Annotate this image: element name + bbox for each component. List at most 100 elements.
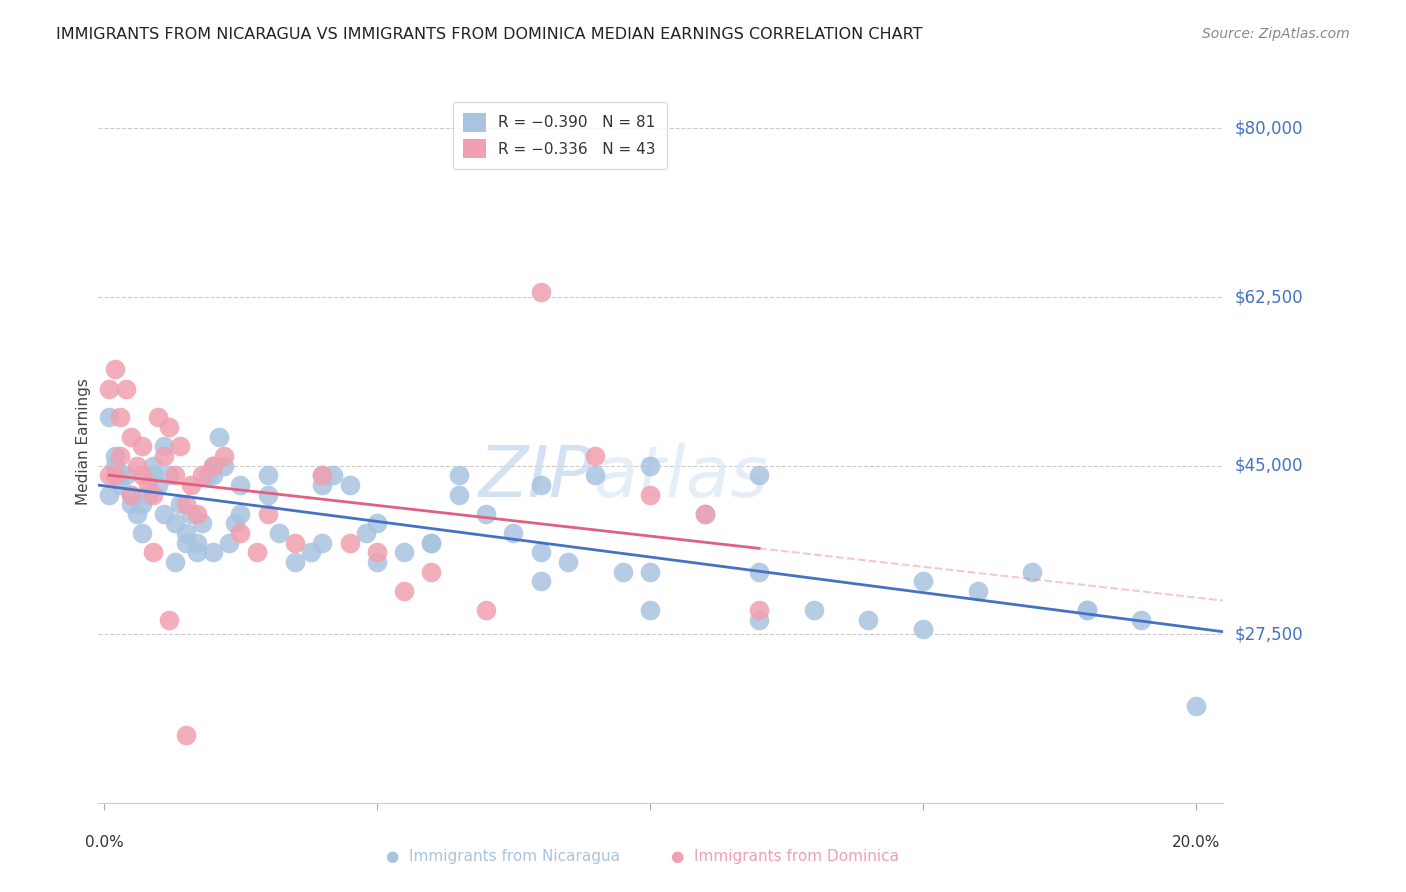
Text: ZIP: ZIP <box>479 443 593 512</box>
Point <box>153 439 176 453</box>
Point <box>638 487 661 501</box>
Point <box>104 468 127 483</box>
Point <box>354 526 377 541</box>
Point <box>197 468 219 483</box>
Point <box>114 468 136 483</box>
Point <box>557 555 579 569</box>
Point <box>256 507 278 521</box>
Point <box>174 728 197 742</box>
Point <box>110 468 132 483</box>
Point <box>911 574 934 589</box>
Point <box>153 507 176 521</box>
Point <box>98 410 121 425</box>
Point <box>202 468 225 483</box>
Text: $27,500: $27,500 <box>1234 625 1303 643</box>
Point <box>110 410 132 425</box>
Point <box>174 526 197 541</box>
Point <box>420 535 443 549</box>
Point <box>148 478 170 492</box>
Point <box>229 507 252 521</box>
Point <box>311 478 333 492</box>
Point <box>311 468 333 483</box>
Text: IMMIGRANTS FROM NICARAGUA VS IMMIGRANTS FROM DOMINICA MEDIAN EARNINGS CORRELATIO: IMMIGRANTS FROM NICARAGUA VS IMMIGRANTS … <box>56 27 922 42</box>
Point <box>186 545 208 559</box>
Point <box>180 478 202 492</box>
Point <box>174 497 197 511</box>
Text: ●  Immigrants from Dominica: ● Immigrants from Dominica <box>671 849 898 864</box>
Point <box>322 468 344 483</box>
Point <box>1021 565 1043 579</box>
Point <box>202 458 225 473</box>
Point <box>110 478 132 492</box>
Point <box>142 468 165 483</box>
Point <box>339 478 361 492</box>
Point <box>530 285 553 300</box>
Point <box>966 583 988 598</box>
Point <box>447 487 470 501</box>
Point <box>224 516 246 531</box>
Point <box>110 449 132 463</box>
Point <box>366 555 388 569</box>
Point <box>180 507 202 521</box>
Point <box>125 507 148 521</box>
Text: Source: ZipAtlas.com: Source: ZipAtlas.com <box>1202 27 1350 41</box>
Point <box>339 535 361 549</box>
Point <box>1130 613 1153 627</box>
Point <box>311 535 333 549</box>
Point <box>212 458 235 473</box>
Point <box>858 613 880 627</box>
Point <box>803 603 825 617</box>
Point <box>311 468 333 483</box>
Point <box>447 468 470 483</box>
Point <box>693 507 716 521</box>
Point <box>366 516 388 531</box>
Point <box>163 516 186 531</box>
Point <box>420 535 443 549</box>
Point <box>98 487 121 501</box>
Point <box>502 526 524 541</box>
Point <box>104 458 127 473</box>
Point <box>120 430 142 444</box>
Point <box>98 382 121 396</box>
Point <box>638 603 661 617</box>
Point <box>136 487 159 501</box>
Point <box>157 420 180 434</box>
Point <box>229 478 252 492</box>
Point <box>229 526 252 541</box>
Point <box>157 468 180 483</box>
Point <box>120 497 142 511</box>
Point <box>169 497 191 511</box>
Point <box>246 545 269 559</box>
Point <box>163 555 186 569</box>
Point <box>153 449 176 463</box>
Text: $80,000: $80,000 <box>1234 120 1303 137</box>
Point <box>748 565 770 579</box>
Point <box>114 382 136 396</box>
Point <box>583 468 606 483</box>
Text: 0.0%: 0.0% <box>84 835 124 850</box>
Point <box>392 583 415 598</box>
Point <box>186 507 208 521</box>
Y-axis label: Median Earnings: Median Earnings <box>76 378 91 505</box>
Point <box>583 449 606 463</box>
Point <box>748 603 770 617</box>
Point <box>530 545 553 559</box>
Point <box>392 545 415 559</box>
Point <box>142 487 165 501</box>
Point <box>202 545 225 559</box>
Text: $62,500: $62,500 <box>1234 288 1303 306</box>
Point <box>104 362 127 376</box>
Point <box>284 555 307 569</box>
Point <box>142 458 165 473</box>
Point <box>120 487 142 501</box>
Point <box>911 623 934 637</box>
Text: atlas: atlas <box>593 443 768 512</box>
Point <box>98 468 121 483</box>
Point <box>748 468 770 483</box>
Point <box>530 478 553 492</box>
Point <box>267 526 290 541</box>
Point <box>256 487 278 501</box>
Point <box>1076 603 1098 617</box>
Point <box>256 468 278 483</box>
Point <box>299 545 322 559</box>
